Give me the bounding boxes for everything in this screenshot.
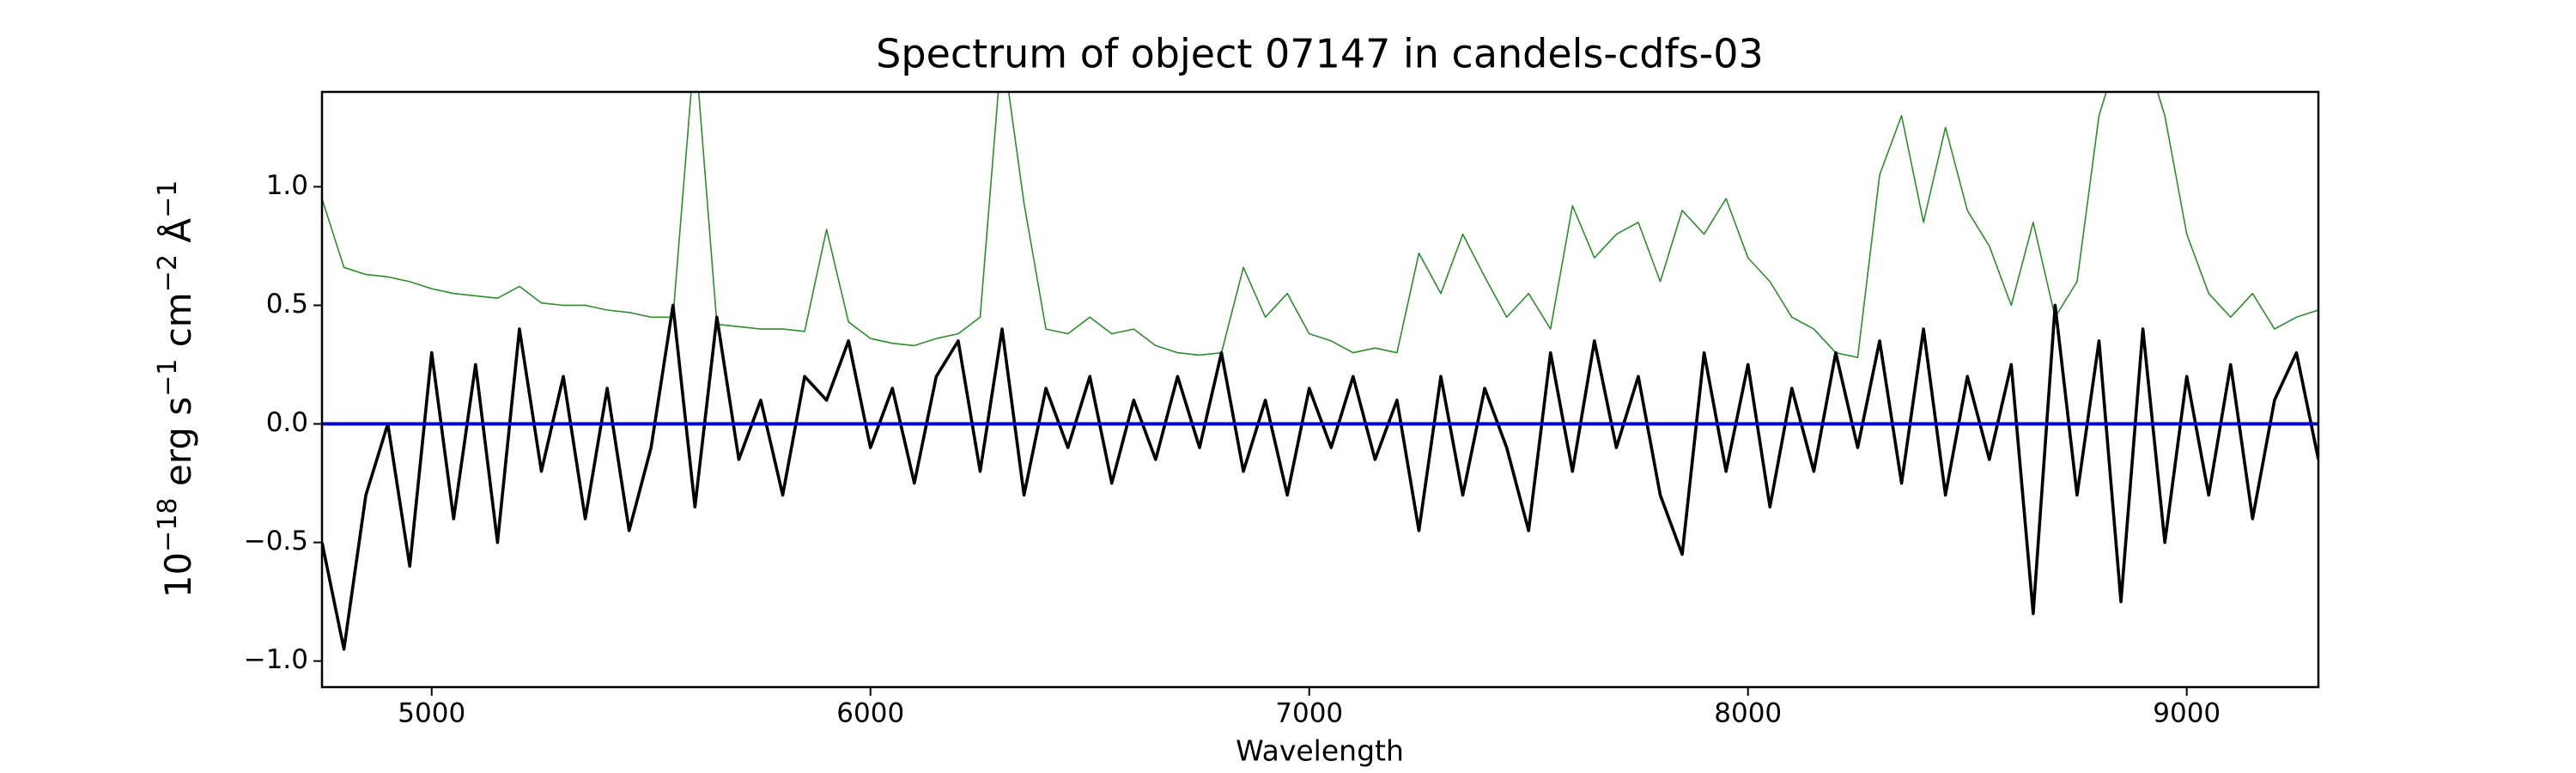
chart-title: Spectrum of object 07147 in candels-cdfs…	[876, 31, 1764, 77]
spectrum-line	[322, 92, 2318, 359]
y-axis-label: 10−18 erg s−1 cm−2 Å−1	[153, 180, 200, 599]
x-tick-label: 9000	[2153, 698, 2221, 729]
y-label-part: erg s	[157, 397, 199, 498]
x-axis-label: Wavelength	[1236, 734, 1404, 768]
y-tick-label: −1.0	[244, 644, 308, 675]
y-tick-label: 1.0	[266, 170, 308, 201]
y-label-sup: −2	[153, 254, 183, 292]
y-label-sup: −18	[153, 498, 183, 552]
y-label-part: Å	[156, 218, 199, 254]
x-tick-label: 8000	[1714, 698, 1782, 729]
x-tick-label: 7000	[1275, 698, 1343, 729]
y-label-sup: −1	[153, 180, 183, 218]
axes-frame	[320, 90, 2320, 689]
y-tick-label: −0.5	[244, 526, 308, 557]
spectrum-line	[322, 303, 2318, 651]
x-tick-label: 6000	[836, 698, 904, 729]
plot-area	[322, 92, 2318, 651]
y-label-sup: −1	[153, 359, 183, 397]
y-tick-label: 0.0	[266, 407, 308, 438]
x-tick-label: 5000	[398, 698, 465, 729]
y-label-part: 10	[157, 552, 199, 598]
y-tick-label: 0.5	[266, 289, 308, 320]
y-label-part: cm	[157, 292, 199, 358]
